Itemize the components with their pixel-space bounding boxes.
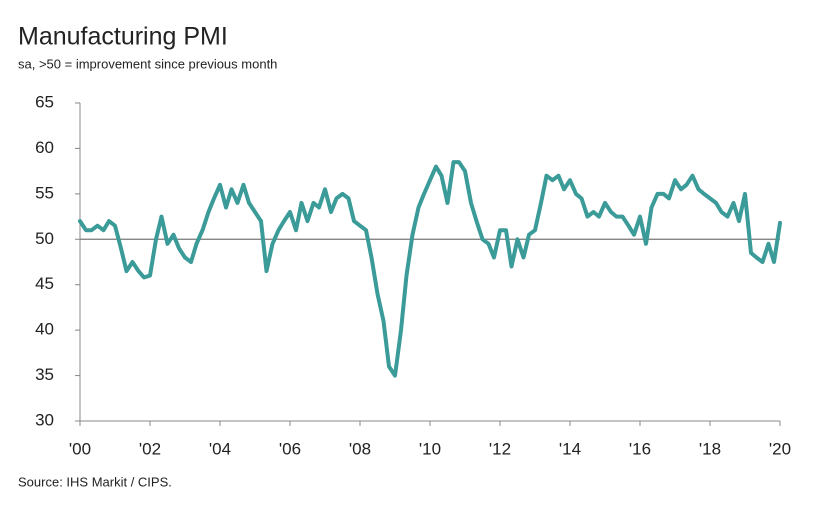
x-tick-label: '02 <box>139 439 161 458</box>
x-tick-label: '18 <box>699 439 721 458</box>
chart-subtitle: sa, >50 = improvement since previous mon… <box>18 56 277 71</box>
x-tick-label: '20 <box>769 439 791 458</box>
x-tick-label: '00 <box>69 439 91 458</box>
y-tick-label: 60 <box>35 138 54 157</box>
y-tick-label: 40 <box>35 320 54 339</box>
data-line <box>78 160 782 378</box>
source-note: Source: IHS Markit / CIPS. <box>18 474 172 489</box>
x-tick-label: '04 <box>209 439 231 458</box>
y-tick-label: 55 <box>35 183 54 202</box>
x-tick-label: '12 <box>489 439 511 458</box>
y-tick-label: 30 <box>35 410 54 429</box>
chart-title: Manufacturing PMI <box>18 23 228 51</box>
x-tick-label: '08 <box>349 439 371 458</box>
y-tick-label: 35 <box>35 365 54 384</box>
x-tick-label: '16 <box>629 439 651 458</box>
x-tick-label: '14 <box>559 439 581 458</box>
x-tick-label: '06 <box>279 439 301 458</box>
y-tick-label: 50 <box>35 229 54 248</box>
y-tick-label: 65 <box>35 92 54 111</box>
x-tick-label: '10 <box>419 439 441 458</box>
y-tick-label: 45 <box>35 274 54 293</box>
